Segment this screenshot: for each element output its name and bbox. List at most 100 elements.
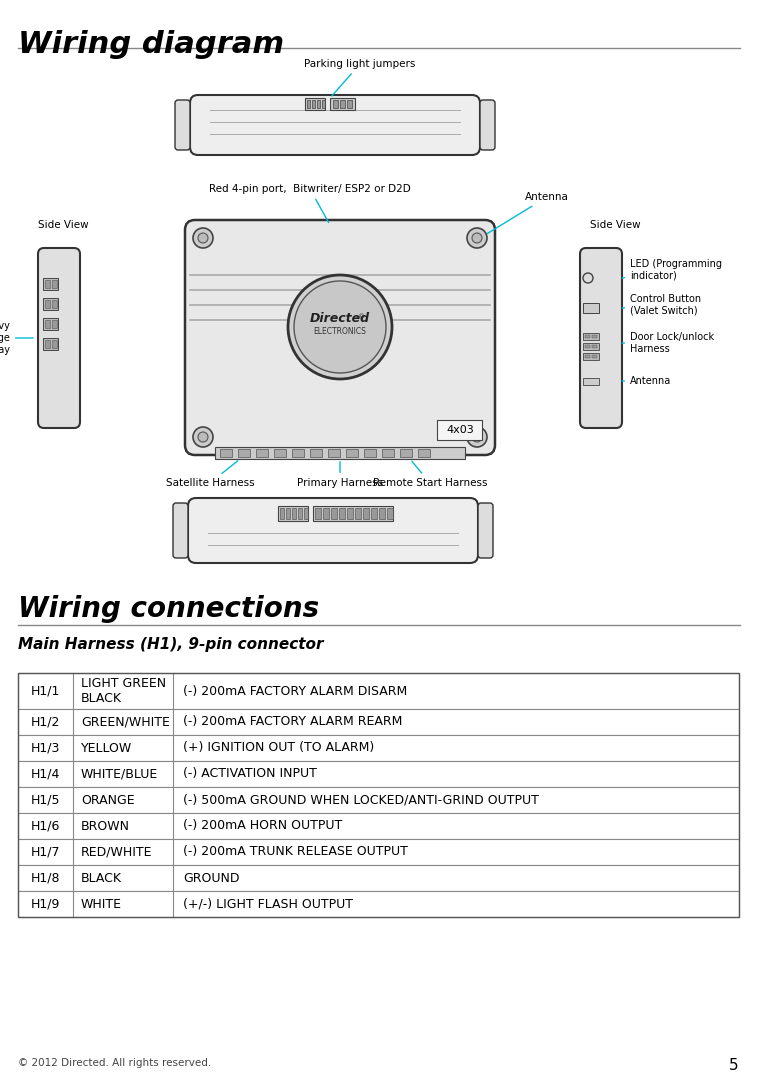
- Bar: [355, 508, 361, 519]
- Bar: [304, 508, 308, 519]
- Bar: [312, 100, 315, 108]
- Circle shape: [198, 233, 208, 243]
- Bar: [18, 673, 739, 708]
- Circle shape: [193, 427, 213, 447]
- Bar: [328, 449, 340, 457]
- Text: Side View: Side View: [590, 220, 640, 230]
- Bar: [583, 303, 599, 313]
- Bar: [437, 420, 482, 440]
- Text: Antenna: Antenna: [488, 192, 569, 233]
- Bar: [364, 449, 376, 457]
- Bar: [583, 378, 599, 384]
- Bar: [583, 353, 599, 360]
- Text: Control Button
(Valet Switch): Control Button (Valet Switch): [622, 294, 701, 315]
- Bar: [292, 508, 296, 519]
- Bar: [330, 98, 355, 110]
- Bar: [592, 345, 597, 348]
- Bar: [52, 300, 57, 308]
- Circle shape: [198, 432, 208, 442]
- FancyBboxPatch shape: [188, 498, 478, 563]
- Text: RED/WHITE: RED/WHITE: [81, 846, 152, 859]
- Text: ORANGE: ORANGE: [81, 794, 135, 807]
- Bar: [292, 449, 304, 457]
- Bar: [45, 340, 50, 348]
- Bar: [43, 338, 58, 350]
- Bar: [238, 449, 250, 457]
- Text: (-) 500mA GROUND WHEN LOCKED/ANTI-GRIND OUTPUT: (-) 500mA GROUND WHEN LOCKED/ANTI-GRIND …: [183, 794, 539, 807]
- Circle shape: [288, 275, 392, 379]
- Text: Door Lock/unlock
Harness: Door Lock/unlock Harness: [622, 333, 714, 354]
- Bar: [52, 340, 57, 348]
- Bar: [305, 98, 325, 110]
- Bar: [339, 508, 345, 519]
- Bar: [583, 343, 599, 350]
- Bar: [45, 320, 50, 328]
- Text: Side View: Side View: [38, 220, 89, 230]
- Text: H1/2: H1/2: [30, 715, 60, 729]
- Text: GROUND: GROUND: [183, 872, 239, 885]
- Bar: [331, 508, 337, 519]
- Text: GREEN/WHITE: GREEN/WHITE: [81, 715, 170, 729]
- Bar: [215, 447, 465, 459]
- Text: 5: 5: [730, 1058, 739, 1074]
- Bar: [307, 100, 310, 108]
- Bar: [52, 280, 57, 288]
- Circle shape: [583, 273, 593, 283]
- Circle shape: [193, 228, 213, 248]
- Bar: [220, 449, 232, 457]
- Text: Main Harness (H1), 9-pin connector: Main Harness (H1), 9-pin connector: [18, 637, 323, 652]
- FancyBboxPatch shape: [580, 248, 622, 428]
- Bar: [45, 300, 50, 308]
- Bar: [340, 100, 345, 108]
- Text: 4x03: 4x03: [446, 426, 474, 435]
- Circle shape: [472, 432, 482, 442]
- Circle shape: [294, 281, 386, 373]
- Bar: [43, 318, 58, 330]
- FancyBboxPatch shape: [480, 100, 495, 150]
- Text: (-) 200mA FACTORY ALARM DISARM: (-) 200mA FACTORY ALARM DISARM: [183, 685, 407, 698]
- Text: Heavy
Gauge
Relay: Heavy Gauge Relay: [0, 322, 33, 354]
- FancyBboxPatch shape: [478, 503, 493, 558]
- Text: Satellite Harness: Satellite Harness: [166, 461, 254, 488]
- Bar: [286, 508, 290, 519]
- Text: Remote Start Harness: Remote Start Harness: [372, 461, 488, 488]
- Bar: [592, 355, 597, 357]
- Text: H1/1: H1/1: [30, 685, 60, 698]
- Text: H1/9: H1/9: [30, 897, 60, 910]
- Bar: [363, 508, 369, 519]
- Bar: [43, 298, 58, 310]
- Circle shape: [467, 228, 487, 248]
- Bar: [310, 449, 322, 457]
- Text: H1/8: H1/8: [30, 872, 60, 885]
- Bar: [18, 891, 739, 917]
- Text: (-) 200mA TRUNK RELEASE OUTPUT: (-) 200mA TRUNK RELEASE OUTPUT: [183, 846, 408, 859]
- Text: ®: ®: [358, 314, 366, 320]
- Bar: [18, 708, 739, 735]
- Bar: [585, 335, 590, 338]
- Bar: [379, 508, 385, 519]
- Text: Antenna: Antenna: [622, 376, 671, 386]
- Bar: [298, 508, 302, 519]
- FancyBboxPatch shape: [175, 100, 190, 150]
- Bar: [317, 100, 320, 108]
- Bar: [18, 839, 739, 865]
- Bar: [52, 320, 57, 328]
- Text: Parking light jumpers: Parking light jumpers: [304, 59, 416, 96]
- FancyBboxPatch shape: [185, 220, 495, 455]
- Bar: [347, 100, 352, 108]
- Text: H1/7: H1/7: [30, 846, 60, 859]
- Bar: [347, 508, 353, 519]
- Text: Wiring diagram: Wiring diagram: [18, 30, 284, 59]
- Bar: [18, 865, 739, 891]
- Bar: [585, 355, 590, 357]
- Bar: [592, 335, 597, 338]
- Text: H1/4: H1/4: [30, 768, 60, 781]
- Text: Wiring connections: Wiring connections: [18, 595, 319, 623]
- Bar: [18, 813, 739, 839]
- Bar: [418, 449, 430, 457]
- Bar: [256, 449, 268, 457]
- Text: ELECTRONICS: ELECTRONICS: [313, 327, 366, 337]
- Bar: [322, 100, 325, 108]
- Bar: [387, 508, 393, 519]
- Text: H1/5: H1/5: [30, 794, 60, 807]
